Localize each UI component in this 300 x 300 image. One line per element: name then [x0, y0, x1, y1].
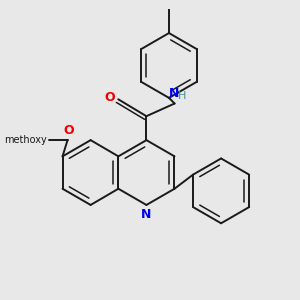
Text: N: N — [141, 208, 152, 221]
Text: O: O — [104, 92, 115, 104]
Text: H: H — [178, 91, 187, 101]
Text: O: O — [63, 124, 74, 137]
Text: N: N — [169, 87, 179, 100]
Text: methoxy: methoxy — [4, 135, 47, 145]
